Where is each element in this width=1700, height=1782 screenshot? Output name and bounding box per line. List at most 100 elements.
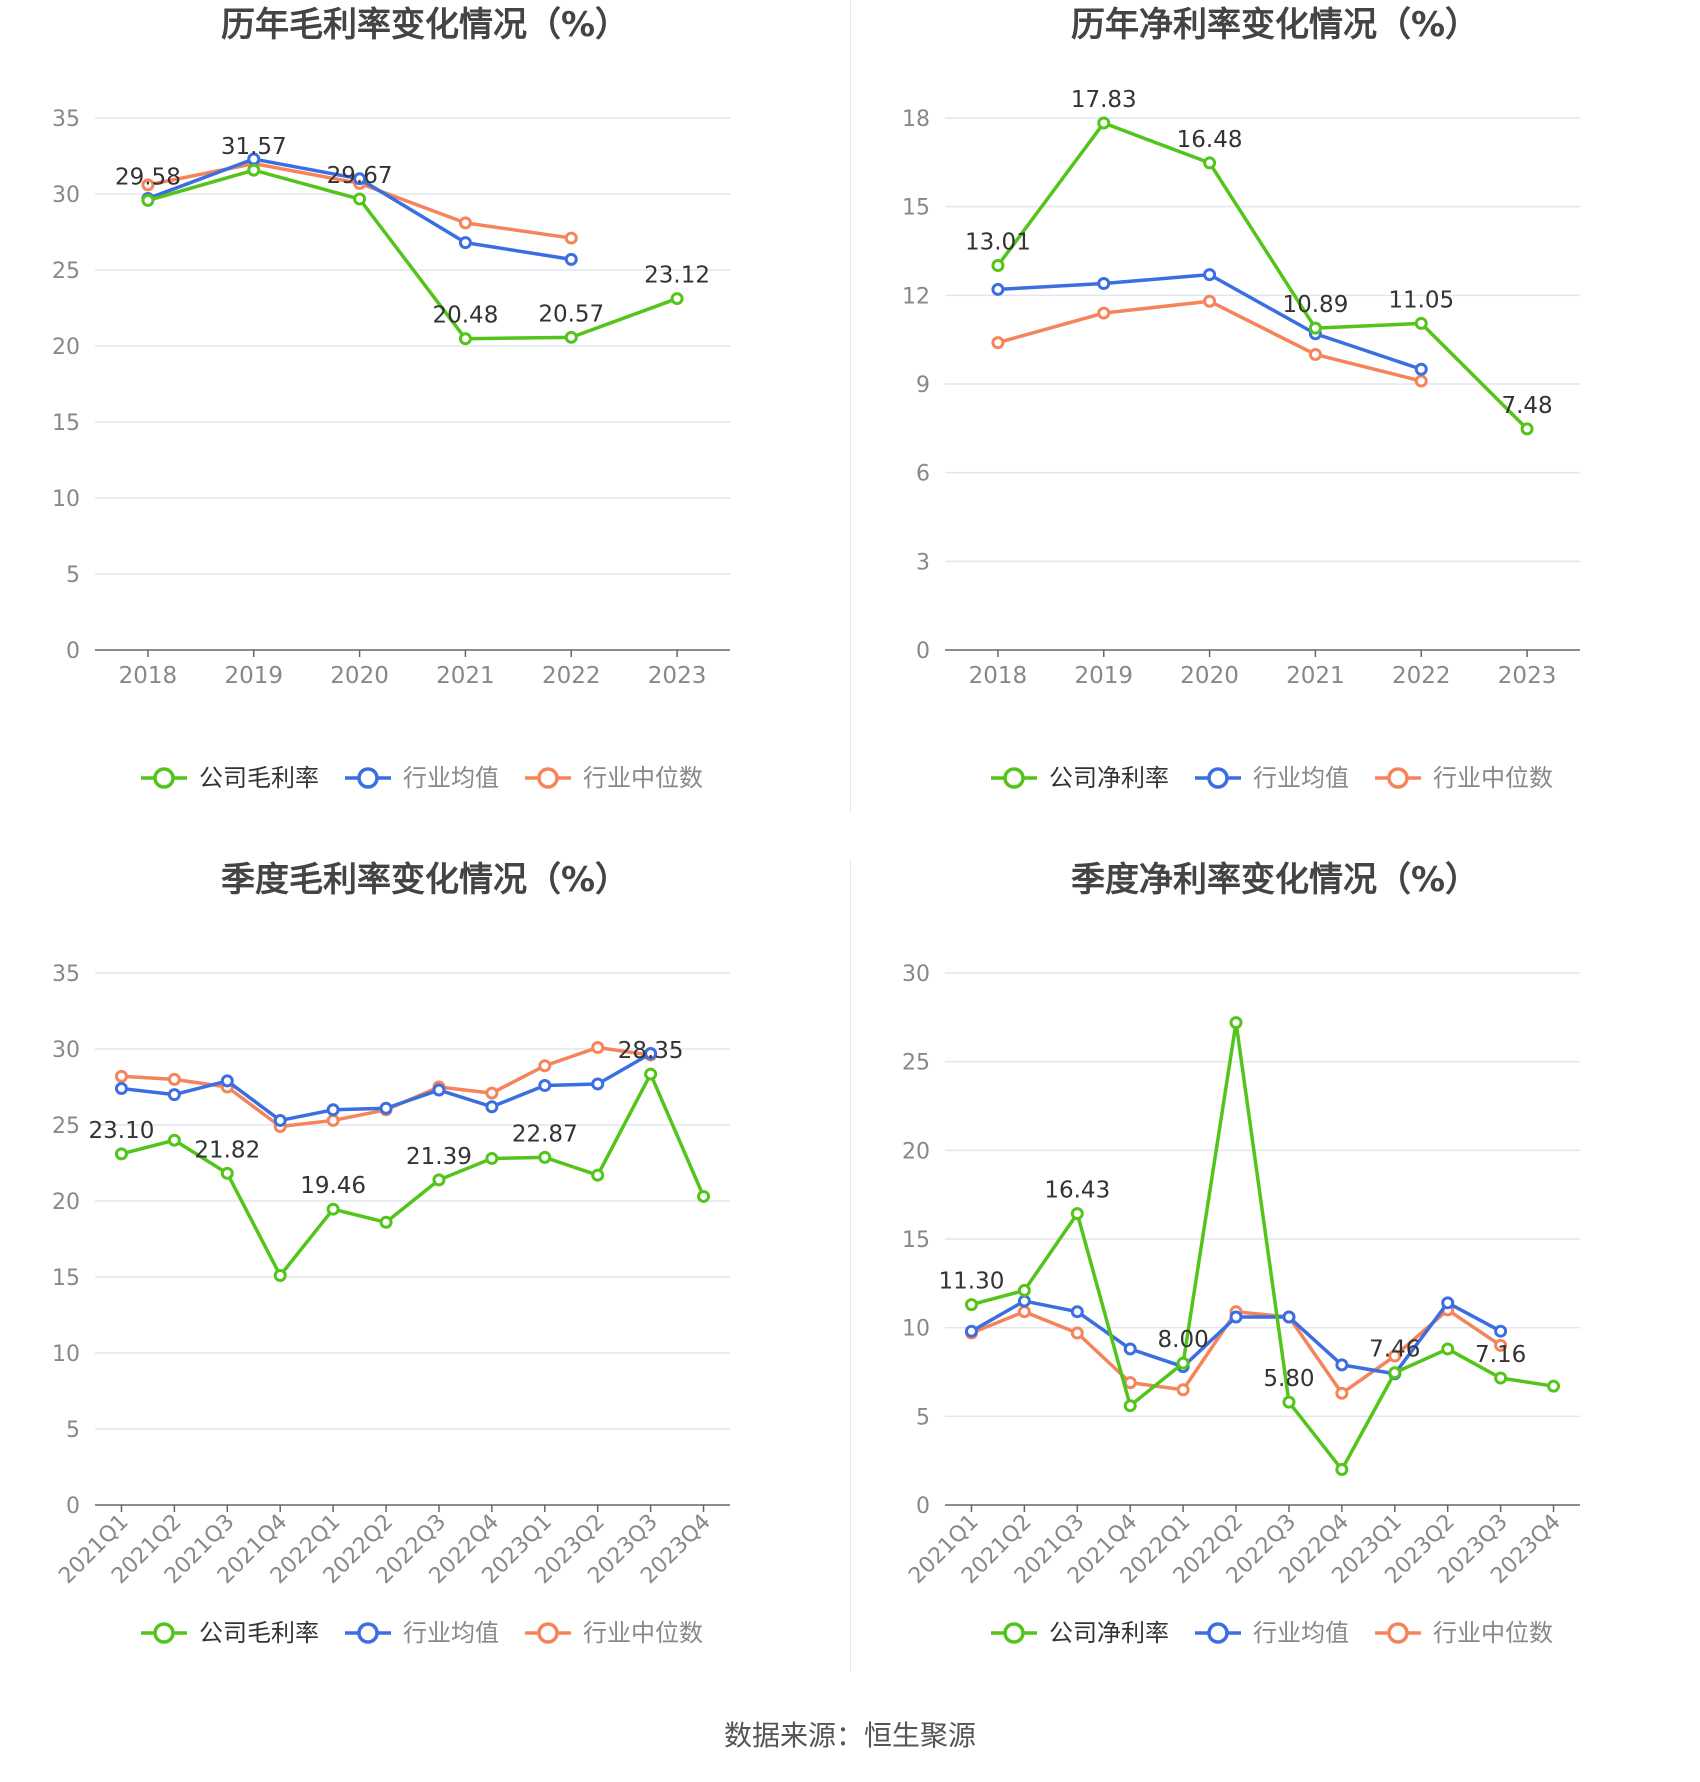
data-point-median (1123, 1376, 1137, 1390)
legend-item-median: 行业中位数 (525, 764, 703, 792)
series-line-company (996, 121, 1529, 431)
legend-label: 公司毛利率 (199, 764, 319, 792)
data-point-company (1441, 1342, 1455, 1356)
y-tick-label: 10 (902, 1317, 930, 1342)
y-tick-label: 20 (52, 1190, 80, 1215)
legend-item-company: 公司净利率 (991, 1619, 1169, 1647)
chart-svg: 历年净利率变化情况（%） 0 3 6 9 12 15 18 2018 2019 2020 2021 20… (902, 5, 1580, 792)
data-point-company (1229, 1016, 1243, 1030)
data-point-avg (353, 172, 367, 186)
chart-title: 季度毛利率变化情况（%） (221, 860, 629, 900)
y-tick-label: 6 (916, 462, 930, 487)
legend-label: 公司净利率 (1049, 764, 1169, 792)
legend-label: 行业中位数 (583, 764, 703, 792)
data-label: 23.10 (89, 1118, 155, 1144)
data-point-avg (485, 1100, 499, 1114)
chart-title: 历年毛利率变化情况（%） (221, 5, 629, 45)
data-point-company (1335, 1463, 1349, 1477)
legend-item-avg: 行业均值 (1195, 764, 1349, 792)
legend-swatch-marker (537, 1622, 559, 1644)
data-point-median (564, 231, 578, 245)
data-point-avg (1070, 1305, 1084, 1319)
legend-item-median: 行业中位数 (1375, 764, 1553, 792)
chart-svg: 季度毛利率变化情况（%）051015202530352021Q12021Q220… (52, 860, 730, 1647)
data-label: 20.48 (432, 303, 498, 329)
data-point-company (326, 1202, 340, 1216)
y-tick-label: 15 (902, 196, 930, 221)
data-point-avg (432, 1083, 446, 1097)
data-label: 28.35 (618, 1038, 684, 1064)
data-point-median (141, 178, 155, 192)
data-point-company (1388, 1366, 1402, 1380)
data-point-company (1282, 1395, 1296, 1409)
legend-swatch-marker (153, 767, 175, 789)
data-point-company (485, 1151, 499, 1165)
data-label: 7.46 (1369, 1337, 1420, 1363)
quarterly-net-margin-chart: 季度净利率变化情况（%） 0 5 10 15 20 25 30 2021Q1 2021Q2 2021… (850, 855, 1700, 1715)
x-tick-label: 2018 (969, 663, 1028, 689)
x-tick-label: 2020 (330, 663, 389, 689)
data-point-company (1123, 1399, 1137, 1413)
chart-title: 季度净利率变化情况（%） (1071, 860, 1479, 900)
legend-label: 行业均值 (1253, 764, 1349, 792)
data-point-median (114, 1069, 128, 1083)
data-point-company (644, 1067, 658, 1081)
y-tick-label: 9 (916, 373, 930, 398)
x-tick-label: 2022 (1392, 663, 1451, 689)
chart-title: 历年净利率变化情况（%） (1071, 5, 1479, 45)
x-tick-label: 2018 (119, 663, 178, 689)
data-point-median (1388, 1349, 1402, 1363)
chart-svg: 历年毛利率变化情况（%） 0 5 10 15 20 25 30 35 2018 2019 2020 20… (52, 5, 730, 792)
legend-item-avg: 行业均值 (345, 764, 499, 792)
data-label: 19.46 (300, 1173, 366, 1199)
legend-label: 行业均值 (403, 764, 499, 792)
y-tick-label: 10 (52, 1342, 80, 1367)
data-point-median (1308, 347, 1322, 361)
data-label: 23.12 (644, 263, 710, 289)
data-point-company (1176, 1356, 1190, 1370)
data-point-company (964, 1298, 978, 1312)
data-point-median (326, 1113, 340, 1127)
data-point-median (1414, 374, 1428, 388)
legend-item-avg: 行业均值 (345, 1619, 499, 1647)
data-point-avg (644, 1047, 658, 1061)
data-point-company (591, 1168, 605, 1182)
legend-item-median: 行业中位数 (1375, 1619, 1553, 1647)
legend-swatch-marker (357, 767, 379, 789)
legend-label: 公司净利率 (1049, 1619, 1169, 1647)
data-point-median (538, 1059, 552, 1073)
data-label: 16.48 (1177, 127, 1243, 153)
data-point-company (1070, 1207, 1084, 1221)
y-tick-label: 15 (52, 411, 80, 436)
data-label: 16.43 (1044, 1178, 1110, 1204)
series-line-company (971, 1020, 1554, 1472)
data-label: 21.82 (194, 1137, 260, 1163)
series-line-avg (997, 272, 1422, 371)
data-point-company (141, 193, 155, 207)
data-label: 10.89 (1282, 292, 1348, 318)
y-tick-label: 5 (66, 563, 80, 588)
data-point-avg (964, 1324, 978, 1338)
y-tick-label: 35 (52, 962, 80, 987)
data-point-avg (1203, 268, 1217, 282)
x-tick-label: 2021 (436, 663, 495, 689)
x-tick-label: 2019 (224, 663, 283, 689)
annual-gross-margin-chart: 历年毛利率变化情况（%） 0 5 10 15 20 25 30 35 2018 2019 2020 20… (0, 0, 850, 860)
data-point-median (1070, 1326, 1084, 1340)
data-point-company (991, 258, 1005, 272)
legend-swatch-marker (1387, 1622, 1409, 1644)
data-point-avg (1441, 1296, 1455, 1310)
data-point-company (1547, 1379, 1561, 1393)
data-point-company (247, 163, 261, 177)
data-point-median (1335, 1386, 1349, 1400)
y-tick-label: 20 (902, 1139, 930, 1164)
data-point-median (1494, 1338, 1508, 1352)
data-point-company (273, 1268, 287, 1282)
x-tick-label: 2021 (1286, 663, 1345, 689)
data-point-avg (991, 282, 1005, 296)
data-label: 5.80 (1263, 1366, 1314, 1392)
y-tick-label: 0 (66, 639, 80, 664)
legend-label: 行业中位数 (1433, 1619, 1553, 1647)
data-point-company (1308, 321, 1322, 335)
data-point-median (458, 216, 472, 230)
